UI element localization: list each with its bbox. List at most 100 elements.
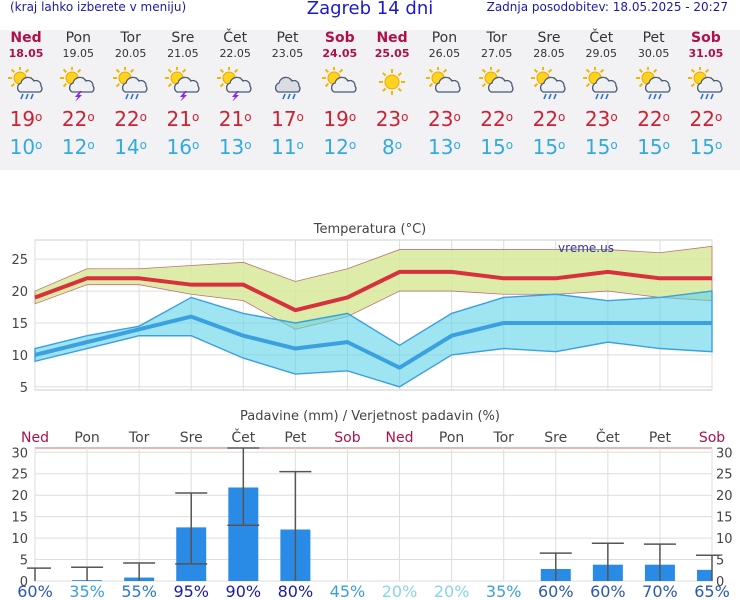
min-temperature: 16o <box>166 135 200 159</box>
precipitation-probability: 35% <box>486 582 522 600</box>
min-temperature: 15o <box>584 135 618 159</box>
sun-cloud-icon <box>478 67 514 93</box>
precipitation-probability: 80% <box>278 582 314 600</box>
day-date: 25.05 <box>374 47 410 60</box>
precipitation-probability: 70% <box>642 582 678 600</box>
precipitation-probability: 90% <box>226 582 262 600</box>
day-date: 22.05 <box>219 47 251 60</box>
precipitation-error-bar <box>123 562 156 581</box>
y-tick-label-right: 15 <box>716 511 733 526</box>
day-name: Čet <box>223 30 248 46</box>
min-temperature: 12o <box>323 135 357 159</box>
max-temperature: 19o <box>323 107 357 131</box>
precipitation-error-bar <box>539 552 572 581</box>
day-name: Pon <box>65 30 91 46</box>
precipitation-probability: 55% <box>121 582 157 600</box>
day-date: 21.05 <box>167 47 199 60</box>
max-temperature: 22o <box>114 107 147 131</box>
day-column: Sre 21.05 21o 16o <box>157 30 209 161</box>
y-tick-label: 5 <box>20 381 28 396</box>
precipitation-day-label: Ned <box>21 430 49 446</box>
precipitation-probability: 65% <box>694 582 730 600</box>
y-tick-label: 10 <box>11 349 28 364</box>
day-date: 30.05 <box>637 47 670 60</box>
max-temperature: 22o <box>637 107 670 131</box>
y-tick-label-right: 30 <box>716 446 733 461</box>
day-column: Pon 26.05 23o 13o <box>418 30 470 161</box>
min-temperature-band <box>34 290 713 388</box>
page-title: Zagreb 14 dni <box>306 0 434 19</box>
day-column: Pon 19.05 22o 12o <box>52 30 104 161</box>
sun-cloud-icon <box>426 67 461 93</box>
max-temperature: 22o <box>61 107 95 131</box>
precipitation-day-label: Tor <box>492 430 514 446</box>
day-date: 31.05 <box>688 47 724 60</box>
precipitation-day-label: Ned <box>386 430 414 446</box>
precipitation-probability: 60% <box>590 582 626 600</box>
precipitation-probability: 60% <box>17 582 53 600</box>
precipitation-day-label: Sob <box>699 430 725 446</box>
max-temperature: 23o <box>584 107 618 131</box>
day-column: Ned 18.05 19o 10o <box>0 30 52 161</box>
day-name: Sob <box>691 30 721 46</box>
day-column: Pet 23.05 17o 11o <box>262 30 314 161</box>
y-tick-label: 30 <box>11 446 28 461</box>
precipitation-error-bar <box>71 566 104 581</box>
min-temperature: 8o <box>382 135 403 159</box>
day-date: 18.05 <box>8 47 44 60</box>
cloud-rain-icon <box>274 76 301 100</box>
precipitation-day-label: Čet <box>231 428 255 446</box>
y-tick-label: 10 <box>11 532 28 547</box>
min-temperature: 15o <box>480 135 514 159</box>
day-column: Sob 31.05 22o 15o <box>680 30 732 161</box>
min-temperature: 15o <box>532 135 566 159</box>
min-temperature: 10o <box>9 135 43 159</box>
max-temperature: 23o <box>427 107 461 131</box>
day-date: 29.05 <box>585 47 618 60</box>
max-temperature: 17o <box>271 107 304 131</box>
min-temperature: 13o <box>218 135 252 159</box>
sun-cloud-thunder-icon <box>217 67 252 101</box>
precipitation-day-label: Pet <box>649 430 672 446</box>
day-name: Pet <box>276 30 299 46</box>
precipitation-probability: 60% <box>538 582 574 600</box>
precipitation-error-bar <box>279 470 312 581</box>
precipitation-plot-area <box>34 447 713 582</box>
sun-cloud-thunder-icon <box>60 67 95 101</box>
y-tick-label: 15 <box>11 317 28 332</box>
precipitation-day-label: Tor <box>128 430 150 446</box>
min-temperature: 15o <box>689 135 723 159</box>
precipitation-day-label: Sre <box>180 430 203 446</box>
day-name: Sob <box>324 30 355 46</box>
day-name: Čet <box>589 30 614 46</box>
min-temperature: 15o <box>637 135 670 159</box>
y-tick-label-right: 20 <box>716 489 733 504</box>
day-date: 20.05 <box>114 47 147 60</box>
day-column: Sob 24.05 19o 12o <box>314 30 366 161</box>
sun-cloud-thunder-icon <box>164 67 200 101</box>
sun-cloud-rain-icon <box>687 67 723 100</box>
sun-icon <box>379 69 406 95</box>
precipitation-probability: 95% <box>173 582 209 600</box>
day-date: 19.05 <box>62 47 95 60</box>
sun-cloud-rain-icon <box>635 67 671 100</box>
y-tick-label: 20 <box>11 285 28 300</box>
sun-cloud-rain-icon <box>8 67 43 100</box>
day-column: Sre 28.05 22o 15o <box>523 30 575 161</box>
min-temperature: 14o <box>114 135 147 159</box>
day-name: Sre <box>171 30 195 46</box>
sun-cloud-rain-icon <box>112 67 148 100</box>
max-temperature: 21o <box>166 107 200 131</box>
daily-forecast-strip: Ned 18.05 19o 10o Pon 19.05 22o 12o Tor 20.05 22o 1… <box>0 30 740 170</box>
min-temperature: 12o <box>61 135 95 159</box>
day-date: 23.05 <box>271 47 304 60</box>
y-tick-label-right: 5 <box>716 554 724 569</box>
day-date: 28.05 <box>533 47 565 60</box>
day-column: Pet 30.05 22o 15o <box>628 30 680 161</box>
day-name: Sre <box>537 30 561 46</box>
max-temperature: 19o <box>9 107 43 131</box>
sun-cloud-rain-icon <box>531 67 566 100</box>
y-tick-label-right: 10 <box>716 532 733 547</box>
y-tick-label-right: 0 <box>716 575 724 590</box>
day-name: Pon <box>431 30 458 46</box>
